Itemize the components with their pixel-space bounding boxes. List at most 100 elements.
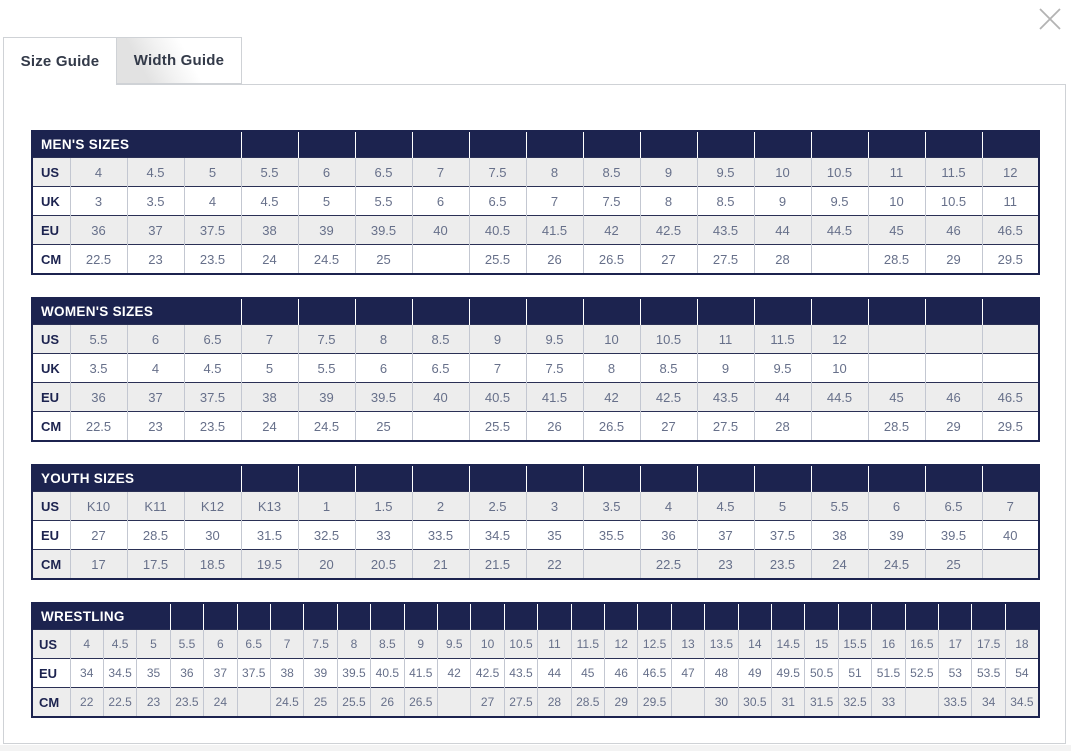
size-cell: 8 bbox=[582, 353, 640, 383]
size-cell: 12 bbox=[810, 324, 868, 354]
size-cell: 37 bbox=[126, 382, 184, 412]
row-label: CM bbox=[32, 411, 70, 441]
size-cell: 7.5 bbox=[303, 629, 338, 659]
size-cell: 11.5 bbox=[570, 629, 605, 659]
size-cell: 30 bbox=[183, 520, 241, 550]
header-cell bbox=[924, 465, 982, 492]
header-cell bbox=[468, 131, 526, 158]
size-cell: 29.5 bbox=[637, 687, 672, 717]
header-cell bbox=[470, 603, 505, 630]
size-cell: 29 bbox=[924, 411, 982, 441]
size-cell: 28 bbox=[753, 411, 811, 441]
size-cell: 27.5 bbox=[696, 411, 754, 441]
size-cell: 6.5 bbox=[354, 157, 412, 187]
size-cell: 32.5 bbox=[837, 687, 872, 717]
size-cell: 33.5 bbox=[411, 520, 469, 550]
size-cell: 46.5 bbox=[981, 215, 1039, 245]
size-cell: 1 bbox=[297, 491, 355, 521]
size-cell: 24 bbox=[203, 687, 238, 717]
close-button[interactable] bbox=[1033, 2, 1067, 36]
size-cell: 7.5 bbox=[468, 157, 526, 187]
size-cell: 27 bbox=[470, 687, 505, 717]
size-cell: 11 bbox=[696, 324, 754, 354]
table-row: US 4 4.5 5 5.5 6 6.5 7 7.5 8 8.5 9 9.5 10 10.5 11 11.5 12 bbox=[32, 157, 1039, 187]
size-cell: 39 bbox=[297, 382, 355, 412]
tab-size-guide[interactable]: Size Guide bbox=[3, 37, 117, 85]
header-cell bbox=[582, 131, 640, 158]
size-cell: 11 bbox=[867, 157, 925, 187]
size-cell: 36 bbox=[69, 215, 127, 245]
size-cell: 47 bbox=[670, 658, 705, 688]
size-cell: 42 bbox=[582, 215, 640, 245]
size-cell: 2.5 bbox=[468, 491, 526, 521]
size-cell: 8 bbox=[639, 186, 697, 216]
header-cell bbox=[971, 603, 1006, 630]
size-cell: 24.5 bbox=[867, 549, 925, 579]
size-cell: 17.5 bbox=[971, 629, 1006, 659]
size-cell: 46 bbox=[924, 215, 982, 245]
header-cell bbox=[938, 603, 972, 630]
table-header-row: YOUTH SIZES bbox=[32, 465, 1039, 492]
size-cell: 26.5 bbox=[403, 687, 438, 717]
table-row: EU 34 34.5 35 36 37 37.5 38 39 39.5 40.5 41.5 42 42.5… bbox=[32, 658, 1039, 688]
size-cell: 28 bbox=[537, 687, 572, 717]
size-cell: 23.5 bbox=[169, 687, 204, 717]
size-cell: 49 bbox=[737, 658, 772, 688]
size-cell: 10.5 bbox=[639, 324, 697, 354]
header-cell bbox=[981, 298, 1039, 325]
size-cell: 34 bbox=[971, 687, 1006, 717]
size-cell: 29 bbox=[603, 687, 638, 717]
size-cell: 5.5 bbox=[169, 629, 204, 659]
size-cell: 22.5 bbox=[102, 687, 137, 717]
size-cell: 9.5 bbox=[753, 353, 811, 383]
header-cell bbox=[696, 131, 754, 158]
size-cell: 6 bbox=[203, 629, 238, 659]
size-cell: 31.5 bbox=[804, 687, 839, 717]
size-cell: 33.5 bbox=[938, 687, 972, 717]
size-cell: 5 bbox=[753, 491, 811, 521]
size-cell: 40.5 bbox=[468, 215, 526, 245]
table-row: US K10 K11 K12 K13 1 1.5 2 2.5 3 3.5 4 4.5 5 5.5 6 6.5 7 bbox=[32, 491, 1039, 521]
size-cell bbox=[924, 324, 982, 354]
size-cell: 34.5 bbox=[102, 658, 137, 688]
header-cell bbox=[639, 465, 697, 492]
size-cell: 7.5 bbox=[582, 186, 640, 216]
header-cell bbox=[354, 298, 412, 325]
size-cell: 52.5 bbox=[904, 658, 939, 688]
row-label: CM bbox=[32, 549, 70, 579]
size-cell: 6 bbox=[411, 186, 469, 216]
tab-width-guide[interactable]: Width Guide bbox=[116, 37, 242, 84]
size-cell: 37.5 bbox=[753, 520, 811, 550]
header-cell bbox=[240, 131, 298, 158]
size-cell: 38 bbox=[810, 520, 868, 550]
size-cell: 7 bbox=[240, 324, 298, 354]
size-cell: 3 bbox=[69, 186, 127, 216]
header-cell bbox=[837, 603, 872, 630]
row-label: CM bbox=[32, 687, 70, 717]
size-cell: 13 bbox=[670, 629, 705, 659]
size-cell: 6.5 bbox=[468, 186, 526, 216]
size-cell: K10 bbox=[69, 491, 127, 521]
size-cell: 35 bbox=[136, 658, 171, 688]
size-cell: 40.5 bbox=[370, 658, 405, 688]
size-cell: 42.5 bbox=[639, 215, 697, 245]
header-cell bbox=[503, 603, 538, 630]
size-cell: 4.5 bbox=[696, 491, 754, 521]
table-row: UK 3.5 4 4.5 5 5.5 6 6.5 7 7.5 8 8.5 9 9.5 10 bbox=[32, 353, 1039, 383]
size-cell: 21.5 bbox=[468, 549, 526, 579]
size-cell bbox=[411, 244, 469, 274]
size-cell: 6.5 bbox=[924, 491, 982, 521]
size-cell bbox=[867, 353, 925, 383]
size-cell: 3 bbox=[525, 491, 583, 521]
size-cell: 26 bbox=[525, 244, 583, 274]
table-title: MEN'S SIZES bbox=[32, 131, 241, 158]
size-cell: 27.5 bbox=[503, 687, 538, 717]
row-label: EU bbox=[32, 382, 70, 412]
size-cell: 27.5 bbox=[696, 244, 754, 274]
size-cell bbox=[981, 549, 1039, 579]
size-cell: 42 bbox=[436, 658, 471, 688]
size-cell: 43.5 bbox=[503, 658, 538, 688]
row-label: EU bbox=[32, 658, 70, 688]
size-cell bbox=[236, 687, 271, 717]
table-title: WOMEN'S SIZES bbox=[32, 298, 241, 325]
